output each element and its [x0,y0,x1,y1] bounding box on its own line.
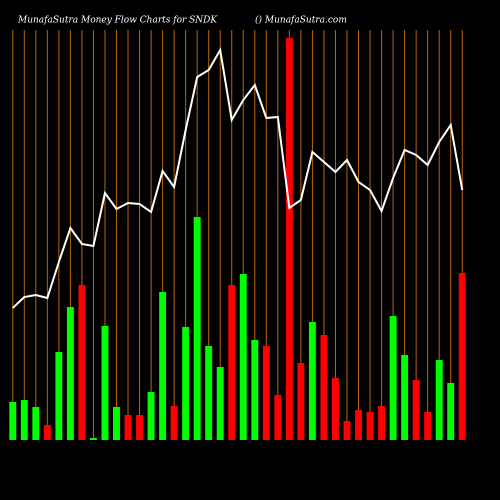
bar [285,38,293,440]
bar [274,395,282,440]
bar [228,285,236,440]
bar [205,346,213,440]
bar [389,316,397,440]
bar [182,327,190,440]
bar [20,400,28,440]
bar [401,355,409,440]
bar [378,406,386,440]
bar [447,383,455,440]
bar [124,415,132,440]
bar [320,335,328,440]
bar [136,415,143,440]
bar [239,274,247,440]
chart-title: MunafaSutra Money Flow Charts for SNDK [17,16,218,26]
bar [435,360,443,440]
bar [308,322,316,440]
bar [101,326,109,440]
bar [159,292,167,440]
bar [66,307,74,440]
bar [147,392,155,440]
bar [332,378,339,440]
bar [262,346,270,440]
bar [216,367,224,440]
bar [55,352,63,440]
bar [297,363,305,440]
bar [251,340,259,440]
bar [9,402,17,440]
bar [113,407,120,440]
bar [170,406,178,440]
bar [43,425,51,440]
bar [32,407,40,440]
bar [89,438,97,440]
bar [458,273,466,440]
bar [366,412,374,440]
bar [355,410,362,440]
money-flow-line [12,47,464,309]
bar [424,412,432,440]
chart-subtitle: () MunafaSutra.com [255,15,347,26]
bar [343,421,351,440]
bar [193,217,201,440]
bar [78,285,86,440]
bar [412,380,420,440]
